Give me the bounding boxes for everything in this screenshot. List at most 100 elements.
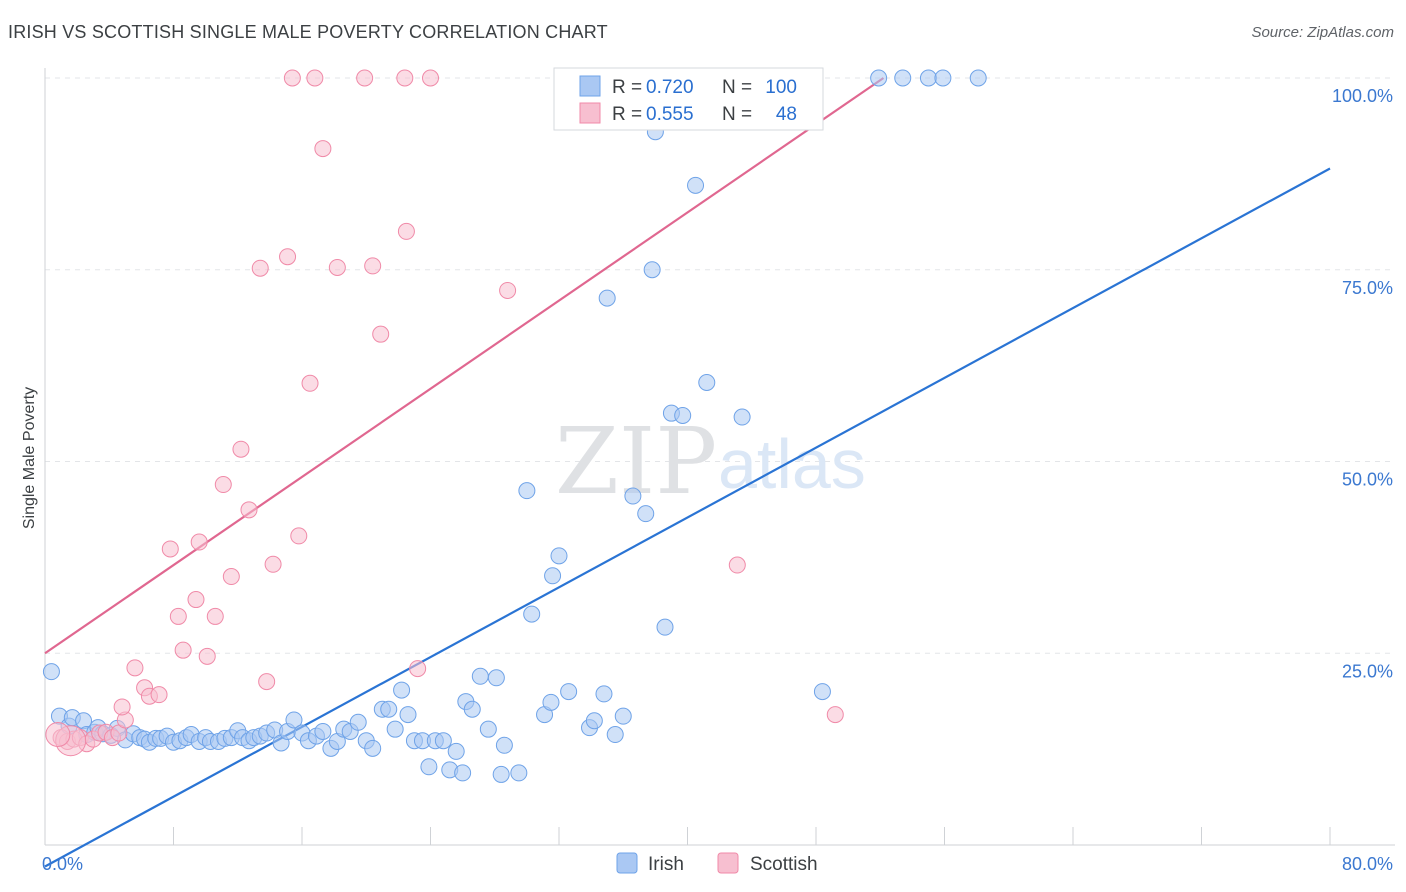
legend-label-irish: Irish	[648, 854, 684, 875]
point-scottish	[161, 540, 179, 558]
point-scottish	[409, 660, 427, 678]
stats-r-label: R =	[612, 104, 642, 125]
point-scottish	[251, 259, 269, 277]
point-irish	[420, 758, 438, 776]
point-irish	[595, 685, 613, 703]
point-irish	[454, 764, 472, 782]
point-scottish	[328, 258, 346, 276]
point-scottish	[301, 374, 319, 392]
legend-swatch-irish	[616, 852, 638, 874]
point-irish	[399, 706, 417, 724]
point-scottish	[174, 641, 192, 659]
point-irish	[656, 618, 674, 636]
point-irish	[624, 487, 642, 505]
point-scottish	[364, 257, 382, 275]
point-irish	[495, 736, 513, 754]
stats-n-label: N =	[722, 77, 752, 98]
point-scottish	[150, 686, 168, 704]
point-scottish	[198, 647, 216, 665]
point-irish	[314, 722, 332, 740]
watermark-atlas: atlas	[718, 425, 866, 503]
point-irish	[463, 700, 481, 718]
point-irish	[813, 683, 831, 701]
stats-n-label: N =	[722, 104, 752, 125]
y-axis-label: Single Male Poverty	[21, 387, 38, 529]
point-irish	[934, 69, 952, 87]
point-scottish	[306, 69, 324, 87]
point-scottish	[314, 140, 332, 158]
point-irish	[674, 406, 692, 424]
chart-title: IRISH VS SCOTTISH SINGLE MALE POVERTY CO…	[8, 22, 608, 42]
point-scottish	[356, 69, 374, 87]
stats-legend: R = 0.720 N = 100 R = 0.555 N = 48	[553, 67, 824, 131]
legend-label-scottish: Scottish	[750, 854, 818, 875]
point-scottish	[206, 607, 224, 625]
point-irish	[364, 739, 382, 757]
point-scottish	[283, 69, 301, 87]
point-scottish	[499, 281, 517, 299]
point-scottish	[214, 476, 232, 494]
point-scottish	[279, 248, 297, 266]
y-tick-label: 75.0%	[1342, 278, 1393, 298]
point-irish	[380, 700, 398, 718]
trend-line-scottish	[44, 77, 885, 655]
x-tick-label-min: 0.0%	[42, 854, 83, 874]
stats-n-value: 48	[776, 104, 797, 125]
legend-swatch-scottish	[717, 852, 739, 874]
y-tick-label: 50.0%	[1342, 470, 1393, 490]
y-tick-label: 100.0%	[1332, 86, 1393, 106]
point-irish	[870, 69, 888, 87]
point-irish	[560, 683, 578, 701]
stats-r-value: 0.720	[646, 77, 694, 98]
data-points	[42, 69, 987, 783]
point-irish	[523, 605, 541, 623]
point-scottish	[826, 706, 844, 724]
point-scottish	[190, 533, 208, 551]
point-irish	[510, 764, 528, 782]
watermark: ZIP atlas	[555, 408, 866, 515]
point-irish	[518, 482, 536, 500]
point-irish	[393, 681, 411, 699]
trend-lines	[44, 77, 1331, 868]
stats-r-value: 0.555	[646, 104, 694, 125]
point-irish	[919, 69, 937, 87]
point-irish	[550, 547, 568, 565]
point-scottish	[258, 673, 276, 691]
point-irish	[42, 663, 60, 681]
point-irish	[386, 720, 404, 738]
point-scottish	[264, 555, 282, 573]
stats-r-label: R =	[612, 77, 642, 98]
point-irish	[349, 713, 367, 731]
point-irish	[643, 261, 661, 279]
point-scottish	[728, 556, 746, 574]
point-scottish	[232, 440, 250, 458]
point-irish	[544, 567, 562, 585]
point-irish	[585, 712, 603, 730]
y-tick-labels: 25.0% 50.0% 75.0% 100.0%	[1332, 86, 1393, 681]
trend-line-irish	[44, 167, 1331, 868]
point-irish	[606, 726, 624, 744]
point-irish	[542, 693, 560, 711]
stats-swatch-irish	[579, 75, 601, 97]
point-irish	[637, 505, 655, 523]
point-irish	[479, 720, 497, 738]
point-irish	[894, 69, 912, 87]
point-scottish	[222, 568, 240, 586]
point-scottish	[290, 527, 308, 545]
point-irish	[614, 707, 632, 725]
point-irish	[733, 408, 751, 426]
point-irish	[447, 742, 465, 760]
grid-lines	[45, 77, 1395, 654]
point-scottish	[113, 698, 131, 716]
point-irish	[969, 69, 987, 87]
point-irish	[434, 732, 452, 750]
source-label: Source: ZipAtlas.com	[1251, 24, 1394, 41]
point-scottish	[187, 591, 205, 609]
point-scottish	[169, 607, 187, 625]
point-scottish	[372, 325, 390, 343]
point-irish	[487, 669, 505, 687]
stats-swatch-scottish	[579, 102, 601, 124]
x-tick-label-max: 80.0%	[1342, 854, 1393, 874]
point-irish	[698, 373, 716, 391]
